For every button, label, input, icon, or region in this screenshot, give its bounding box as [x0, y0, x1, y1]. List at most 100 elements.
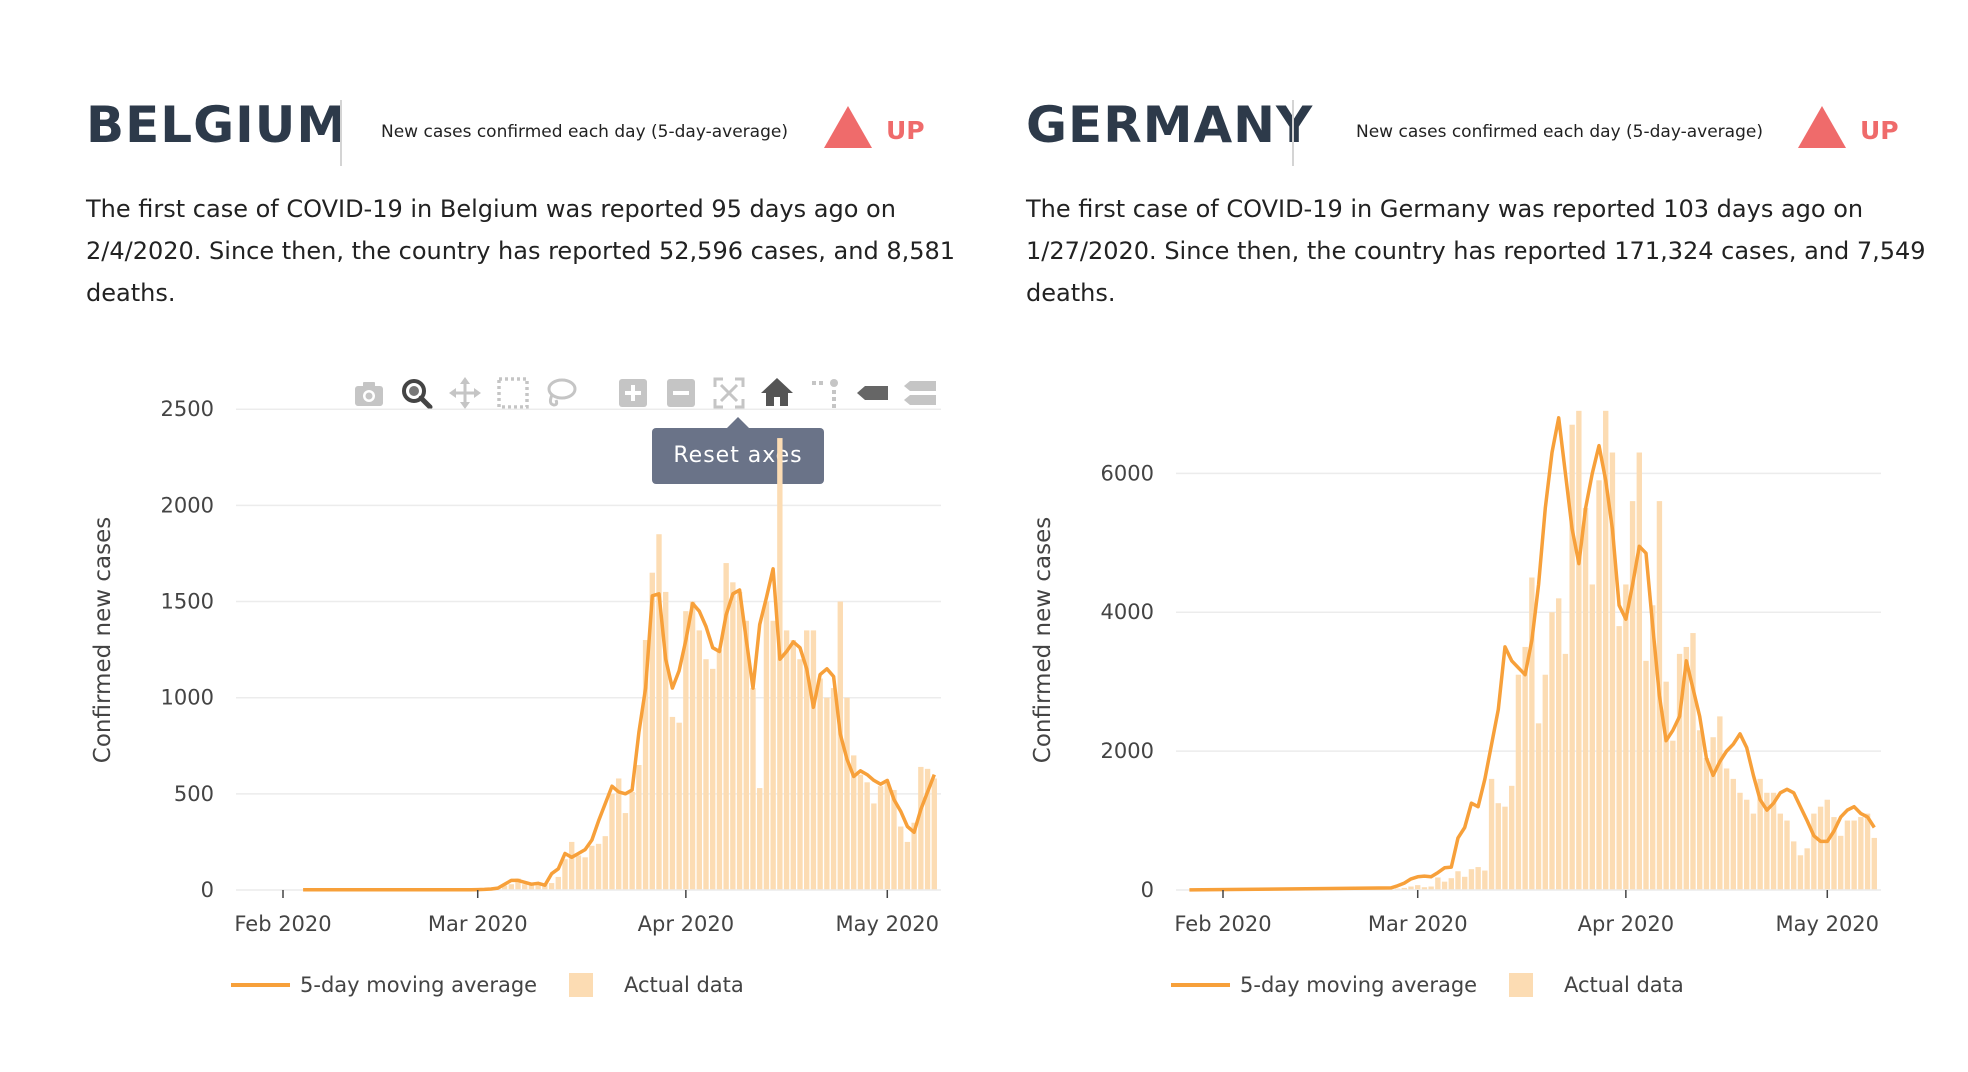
trend-label: UP	[886, 116, 925, 145]
data-bar	[636, 765, 642, 890]
data-bar	[1663, 681, 1669, 890]
reset-axes-icon[interactable]	[758, 372, 796, 414]
data-bar	[1448, 878, 1454, 890]
spike-lines-icon[interactable]	[806, 372, 844, 414]
data-bar	[1871, 837, 1877, 890]
data-bar	[1529, 577, 1535, 890]
pan-icon[interactable]	[446, 372, 484, 414]
chart-subtitle: New cases confirmed each day (5-day-aver…	[1356, 122, 1763, 142]
data-bar	[743, 620, 749, 890]
data-bar	[1723, 768, 1730, 890]
data-bar	[1435, 877, 1441, 890]
case-description: The first case of COVID-19 in Germany wa…	[1026, 195, 1926, 307]
data-bar	[1784, 820, 1790, 890]
country-panel-belgium: BELGIUM New cases confirmed each day (5-…	[86, 0, 1026, 1072]
data-bar	[830, 688, 837, 890]
zoom-out-icon[interactable]	[662, 372, 700, 414]
data-bar	[884, 782, 890, 890]
box-select-icon[interactable]	[494, 372, 532, 414]
data-bar	[1475, 867, 1481, 890]
y-tick-label: 1000	[161, 686, 214, 710]
data-bar	[864, 782, 870, 890]
data-bar	[1636, 452, 1642, 890]
data-bar	[1864, 813, 1871, 890]
data-bar	[1797, 855, 1804, 890]
data-bar	[1596, 480, 1602, 890]
data-bar	[683, 611, 689, 890]
data-bar	[1556, 598, 1562, 890]
x-tick-label: May 2020	[836, 912, 940, 936]
data-bar	[1482, 870, 1488, 890]
y-tick-label: 0	[1141, 878, 1154, 902]
y-axis-label: Confirmed new cases	[1030, 517, 1056, 763]
data-bar	[508, 884, 514, 890]
camera-icon[interactable]	[350, 372, 388, 414]
data-bar	[569, 841, 575, 890]
y-tick-label: 500	[174, 782, 214, 806]
autoscale-icon[interactable]	[710, 372, 748, 414]
data-bar	[1811, 813, 1817, 890]
data-bar	[1838, 835, 1844, 890]
data-bar	[918, 766, 924, 890]
data-bar	[891, 790, 897, 890]
data-bar	[1744, 799, 1750, 890]
data-bar	[676, 722, 682, 890]
data-bar	[1650, 605, 1656, 890]
data-bar	[824, 697, 830, 890]
data-bar	[851, 755, 857, 890]
data-bar	[924, 768, 931, 890]
data-bar	[1804, 848, 1810, 890]
data-bar	[1428, 886, 1434, 890]
data-bar	[1676, 653, 1683, 890]
trend-label: UP	[1860, 116, 1899, 145]
data-bar	[1488, 778, 1495, 890]
data-bar	[1576, 410, 1582, 890]
data-bar	[1858, 817, 1864, 890]
data-bar	[1408, 886, 1414, 890]
legend-label: 5-day moving average	[1240, 973, 1477, 997]
data-bar	[1690, 633, 1696, 890]
data-bar	[1462, 876, 1468, 890]
data-bar	[689, 601, 696, 890]
data-bar	[1609, 452, 1616, 890]
data-bar	[1522, 646, 1528, 890]
data-bar	[750, 688, 756, 890]
data-bar	[595, 843, 602, 890]
legend-label: Actual data	[1564, 973, 1684, 997]
data-bar	[1683, 646, 1689, 890]
zoom-in-icon[interactable]	[614, 372, 652, 414]
data-bar	[1710, 737, 1716, 890]
data-bar	[1717, 716, 1723, 890]
data-bar	[716, 649, 723, 890]
data-bar	[1817, 806, 1824, 890]
hover-closest-icon[interactable]	[854, 372, 892, 414]
zoom-icon[interactable]	[398, 372, 436, 414]
reset-axes-tooltip: Reset axes	[652, 417, 824, 484]
data-bar	[1770, 792, 1777, 890]
chart-modebar	[86, 372, 936, 416]
data-bar	[736, 591, 743, 890]
data-bar	[1750, 813, 1757, 890]
data-bar	[535, 883, 541, 890]
x-tick-label: Feb 2020	[234, 912, 331, 936]
country-panel-germany: GERMANY New cases confirmed each day (5-…	[1026, 0, 1966, 1072]
data-bar	[522, 884, 528, 890]
data-bar	[1777, 813, 1783, 890]
y-tick-label: 2000	[1101, 739, 1154, 763]
hover-compare-icon[interactable]	[902, 372, 936, 414]
data-bar	[790, 640, 796, 890]
y-axis-label: Confirmed new cases	[90, 517, 116, 763]
data-bar	[763, 601, 770, 890]
country-title: BELGIUM	[86, 96, 348, 154]
legend-bar-swatch	[569, 973, 593, 997]
data-bar	[1730, 778, 1736, 890]
x-tick-label: Mar 2020	[1368, 912, 1468, 936]
data-bar	[777, 438, 783, 890]
data-bar	[1515, 674, 1522, 890]
data-bar	[548, 883, 555, 890]
case-description: The first case of COVID-19 in Belgium wa…	[86, 195, 956, 307]
data-bar	[1549, 612, 1555, 890]
lasso-icon[interactable]	[542, 372, 580, 414]
y-tick-label: 0	[201, 878, 214, 902]
data-bar	[837, 601, 843, 890]
